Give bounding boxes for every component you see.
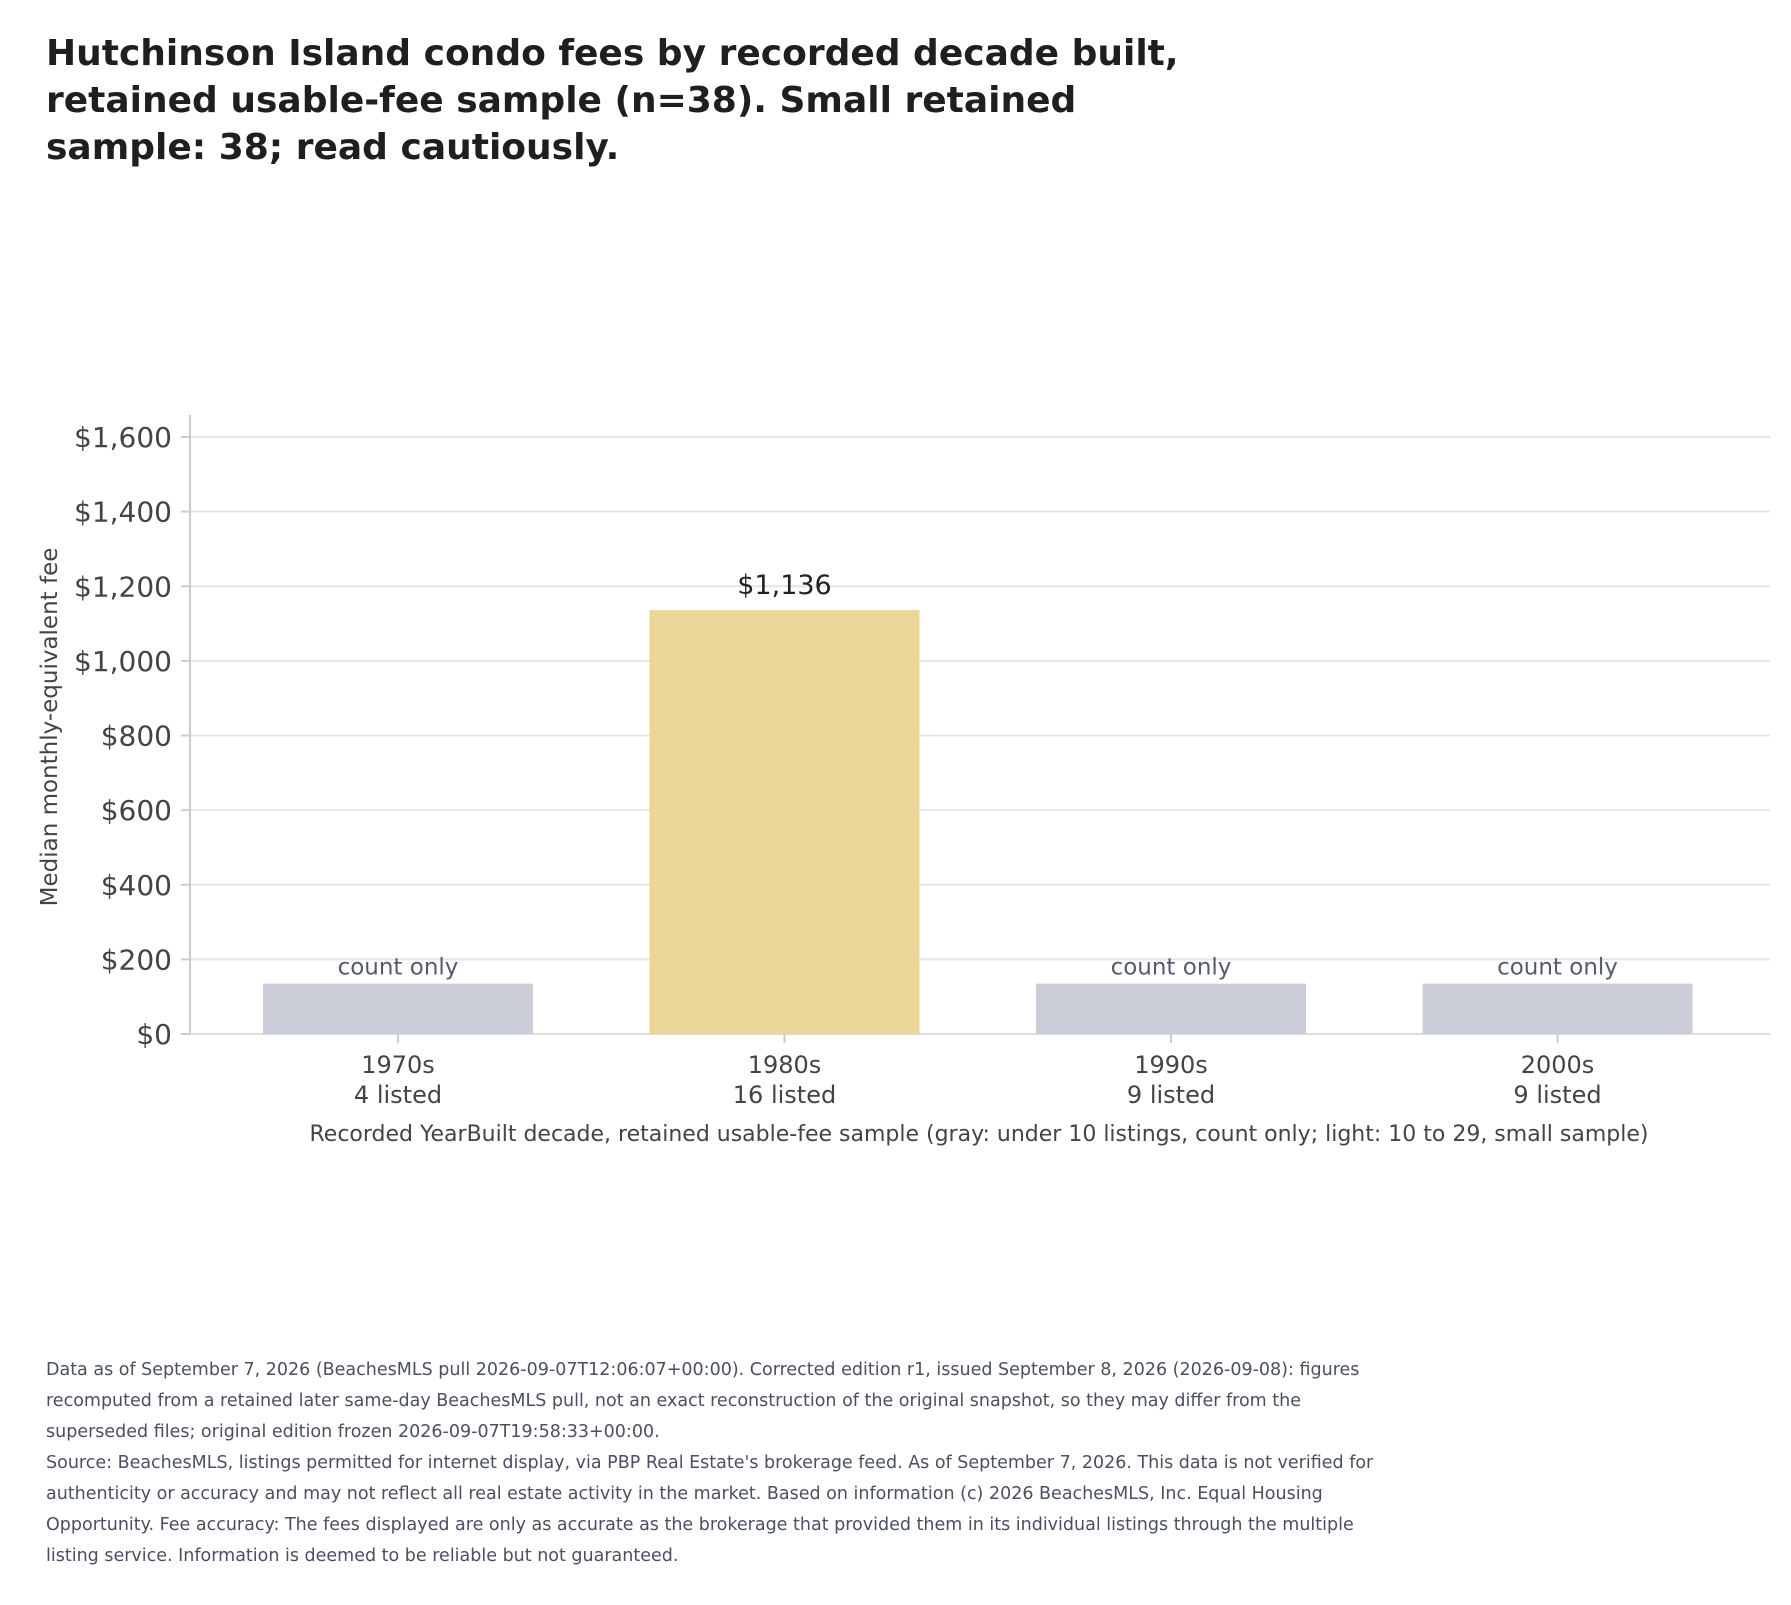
y-tick-label: $200 <box>101 943 172 976</box>
labels: count only $1,136 count only count only <box>338 570 1618 980</box>
y-tick-label: $1,600 <box>74 421 172 454</box>
x-tick-label: 2000s <box>1521 1051 1595 1079</box>
gridlines <box>190 436 1770 961</box>
y-tick-label: $1,400 <box>74 496 172 529</box>
x-tick-label: 1990s <box>1134 1051 1208 1079</box>
y-tick-label: $0 <box>136 1018 172 1051</box>
x-axis-label: Recorded YearBuilt decade, retained usab… <box>310 1122 1649 1147</box>
count-only-label: count only <box>338 955 459 981</box>
x-count-label: 16 listed <box>733 1081 836 1109</box>
bar-chart: $0 $200 $400 $600 $800 $1,000 $1,200 $1,400 $1,6… <box>37 415 1770 1147</box>
x-tick-label: 1980s <box>748 1051 822 1079</box>
bar <box>649 610 920 1034</box>
bars <box>263 610 1693 1034</box>
bar-count-only <box>263 983 533 1034</box>
footer-notes: Data as of September 7, 2026 (BeachesMLS… <box>46 1355 1406 1572</box>
axes: $0 $200 $400 $600 $800 $1,000 $1,200 $1,400 $1,6… <box>74 415 1770 1109</box>
bar-count-only <box>1036 983 1306 1034</box>
count-only-label: count only <box>1497 955 1618 981</box>
source-note: Source: BeachesMLS, listings permitted f… <box>46 1453 1374 1566</box>
bar-count-only <box>1422 983 1693 1034</box>
data-label: $1,136 <box>737 570 831 601</box>
y-tick-label: $1,200 <box>74 570 172 603</box>
y-tick-label: $1,000 <box>74 645 172 678</box>
y-tick-label: $600 <box>101 794 172 827</box>
chart-title: Hutchinson Island condo fees by recorded… <box>46 33 1179 168</box>
x-count-label: 4 listed <box>354 1081 442 1109</box>
x-tick-label: 1970s <box>361 1051 435 1079</box>
x-count-label: 9 listed <box>1127 1081 1215 1109</box>
x-count-label: 9 listed <box>1513 1081 1601 1109</box>
y-tick-label: $800 <box>101 720 172 753</box>
count-only-label: count only <box>1111 955 1232 981</box>
y-tick-label: $400 <box>101 869 172 902</box>
edition-note: Data as of September 7, 2026 (BeachesMLS… <box>46 1360 1360 1442</box>
y-axis-label: Median monthly-equivalent fee <box>37 548 63 907</box>
